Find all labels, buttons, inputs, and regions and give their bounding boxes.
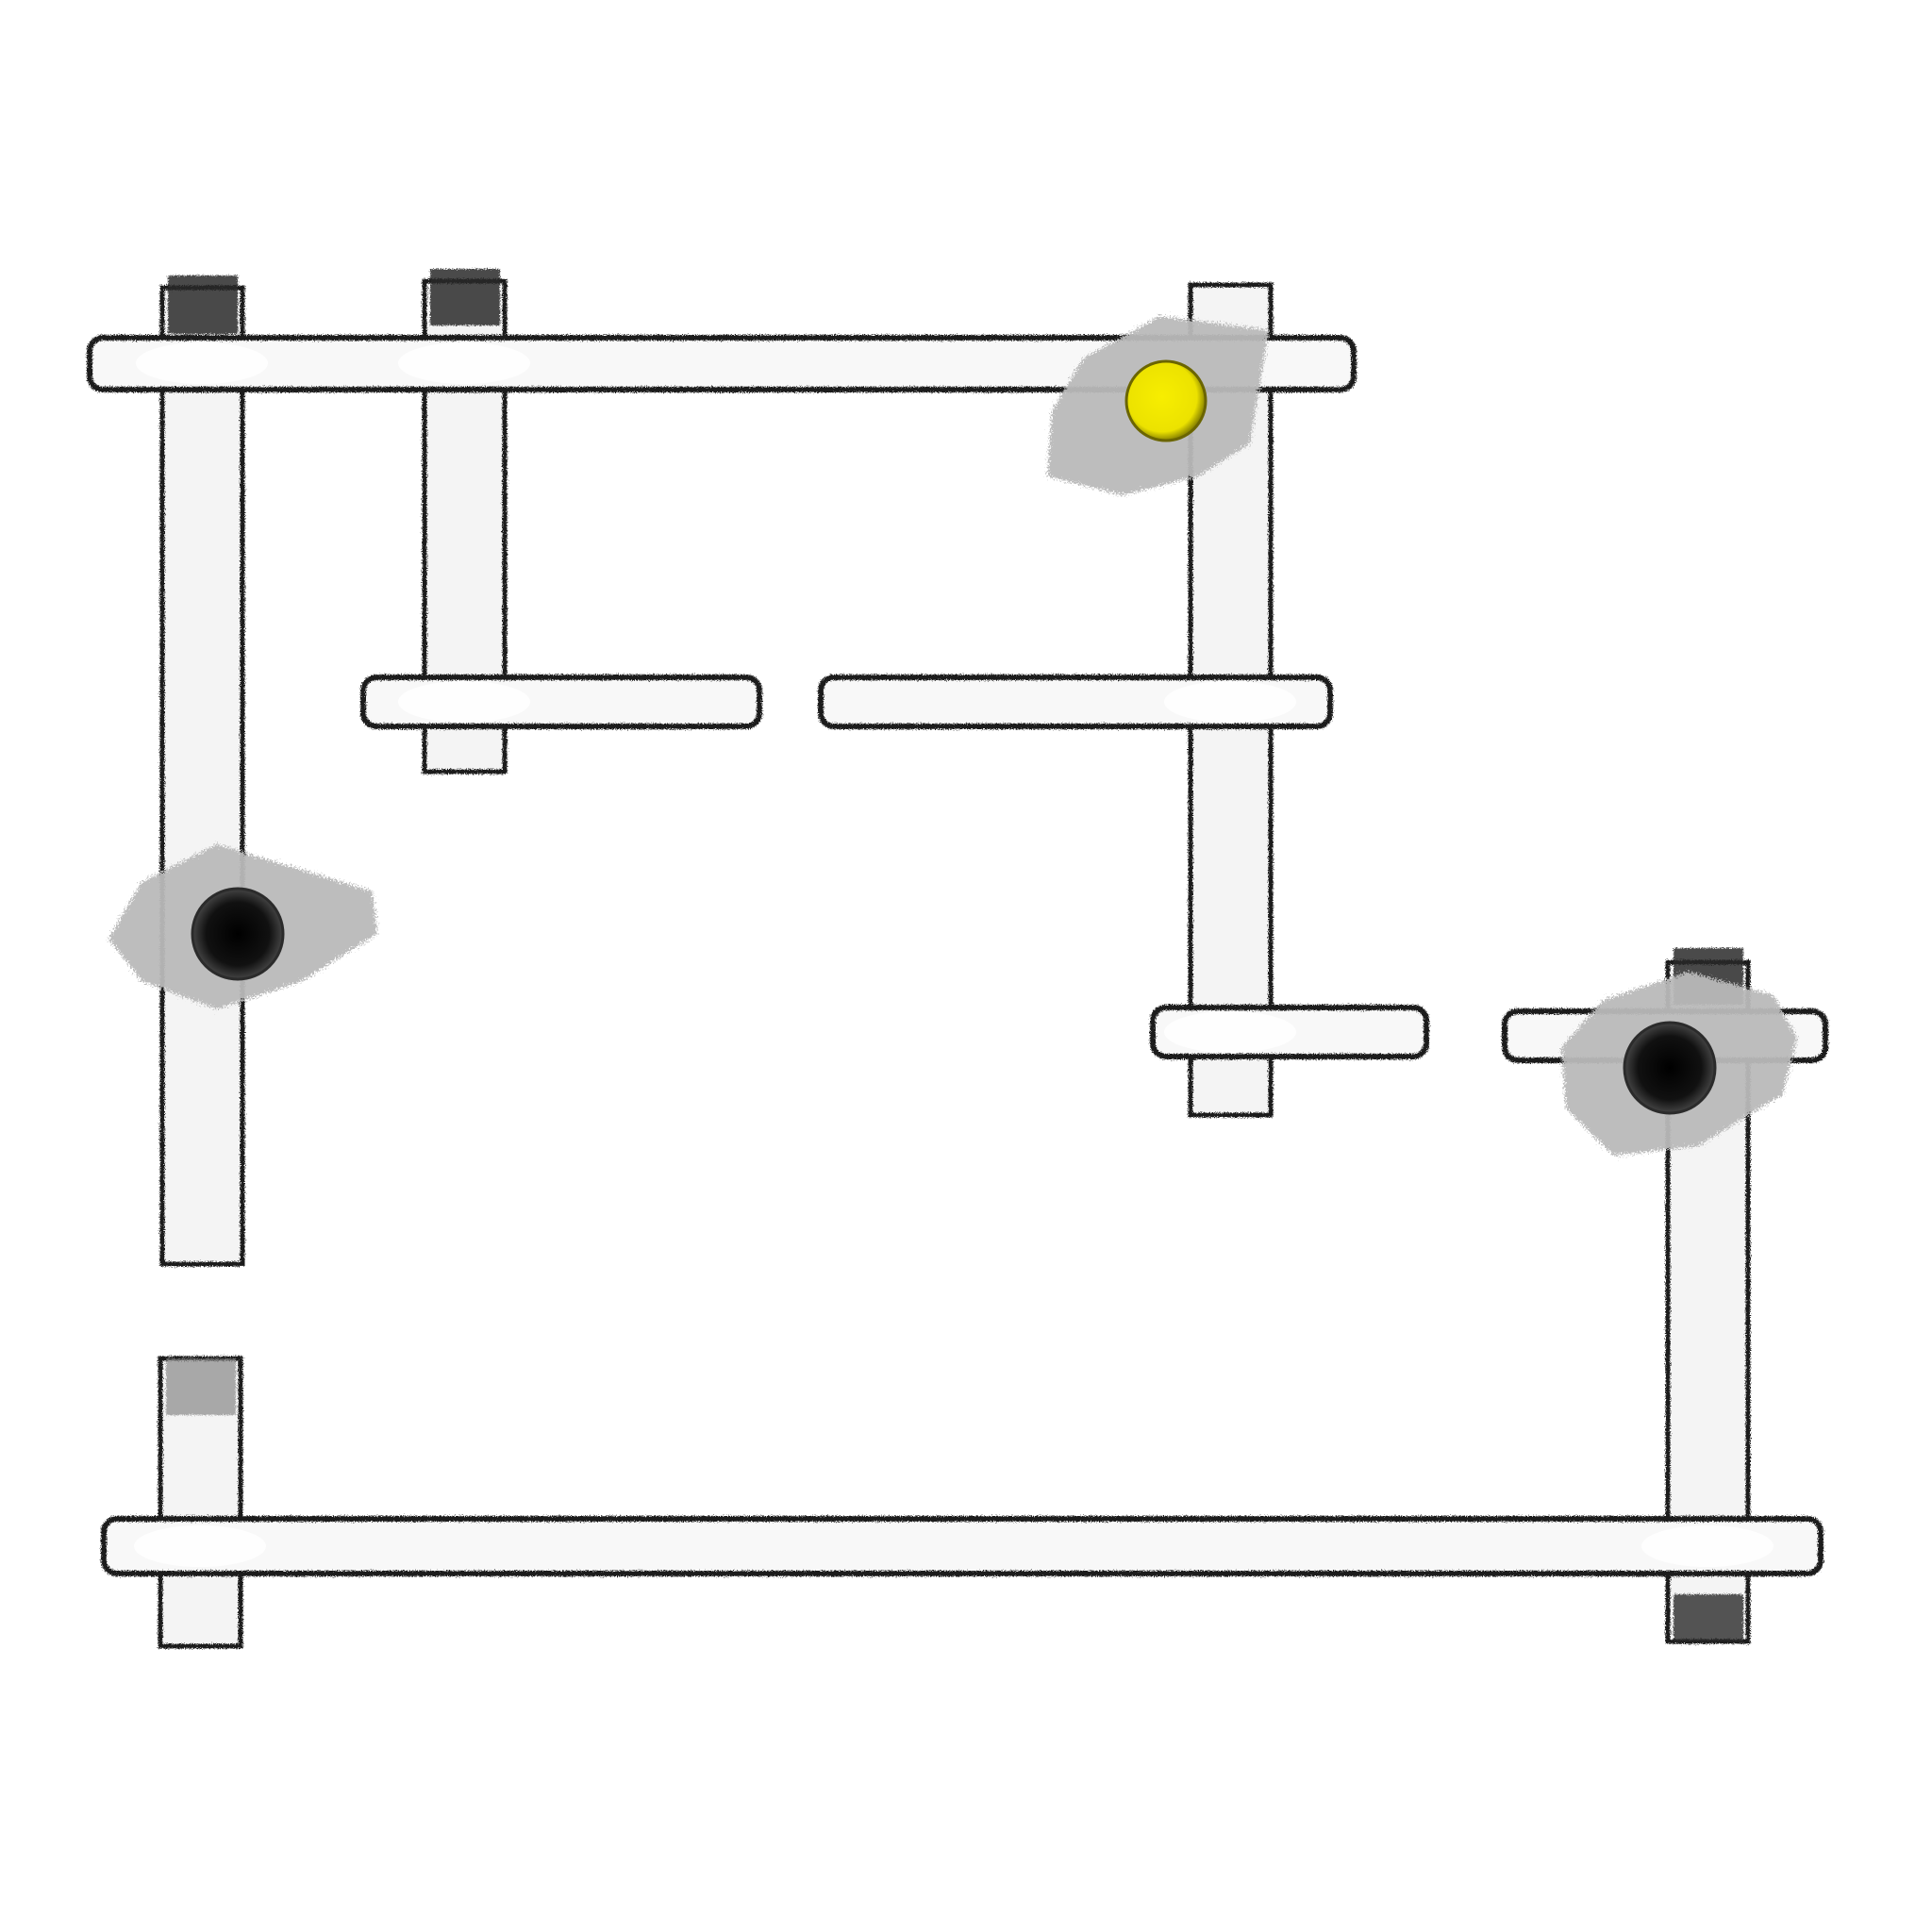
node-top-right-dot[interactable] <box>1124 359 1208 442</box>
bar-v-inner-cap <box>430 269 500 325</box>
junction-highlight <box>136 342 268 384</box>
junction-highlights <box>134 342 1774 1567</box>
node-dots <box>191 359 1717 1115</box>
junction-highlight <box>398 681 530 723</box>
bar-v-left-upper-cap <box>168 275 238 334</box>
vertical-bars <box>158 269 1751 1649</box>
junction-highlight <box>1164 681 1296 723</box>
junction-highlight <box>134 1525 266 1567</box>
bar-h-top <box>87 335 1357 392</box>
junction-highlight <box>1164 1011 1296 1053</box>
node-left-dot[interactable] <box>191 887 285 981</box>
junction-highlight <box>398 342 530 384</box>
junction-highlight <box>1641 1525 1774 1567</box>
bar-v-right-base <box>1674 1594 1743 1641</box>
node-right-dot[interactable] <box>1623 1021 1717 1115</box>
bar-v-left-lower-cap <box>166 1358 236 1415</box>
bar-h-bottom <box>101 1516 1824 1576</box>
bar-v-left-upper <box>159 285 245 1267</box>
horizontal-bars <box>87 335 1828 1576</box>
